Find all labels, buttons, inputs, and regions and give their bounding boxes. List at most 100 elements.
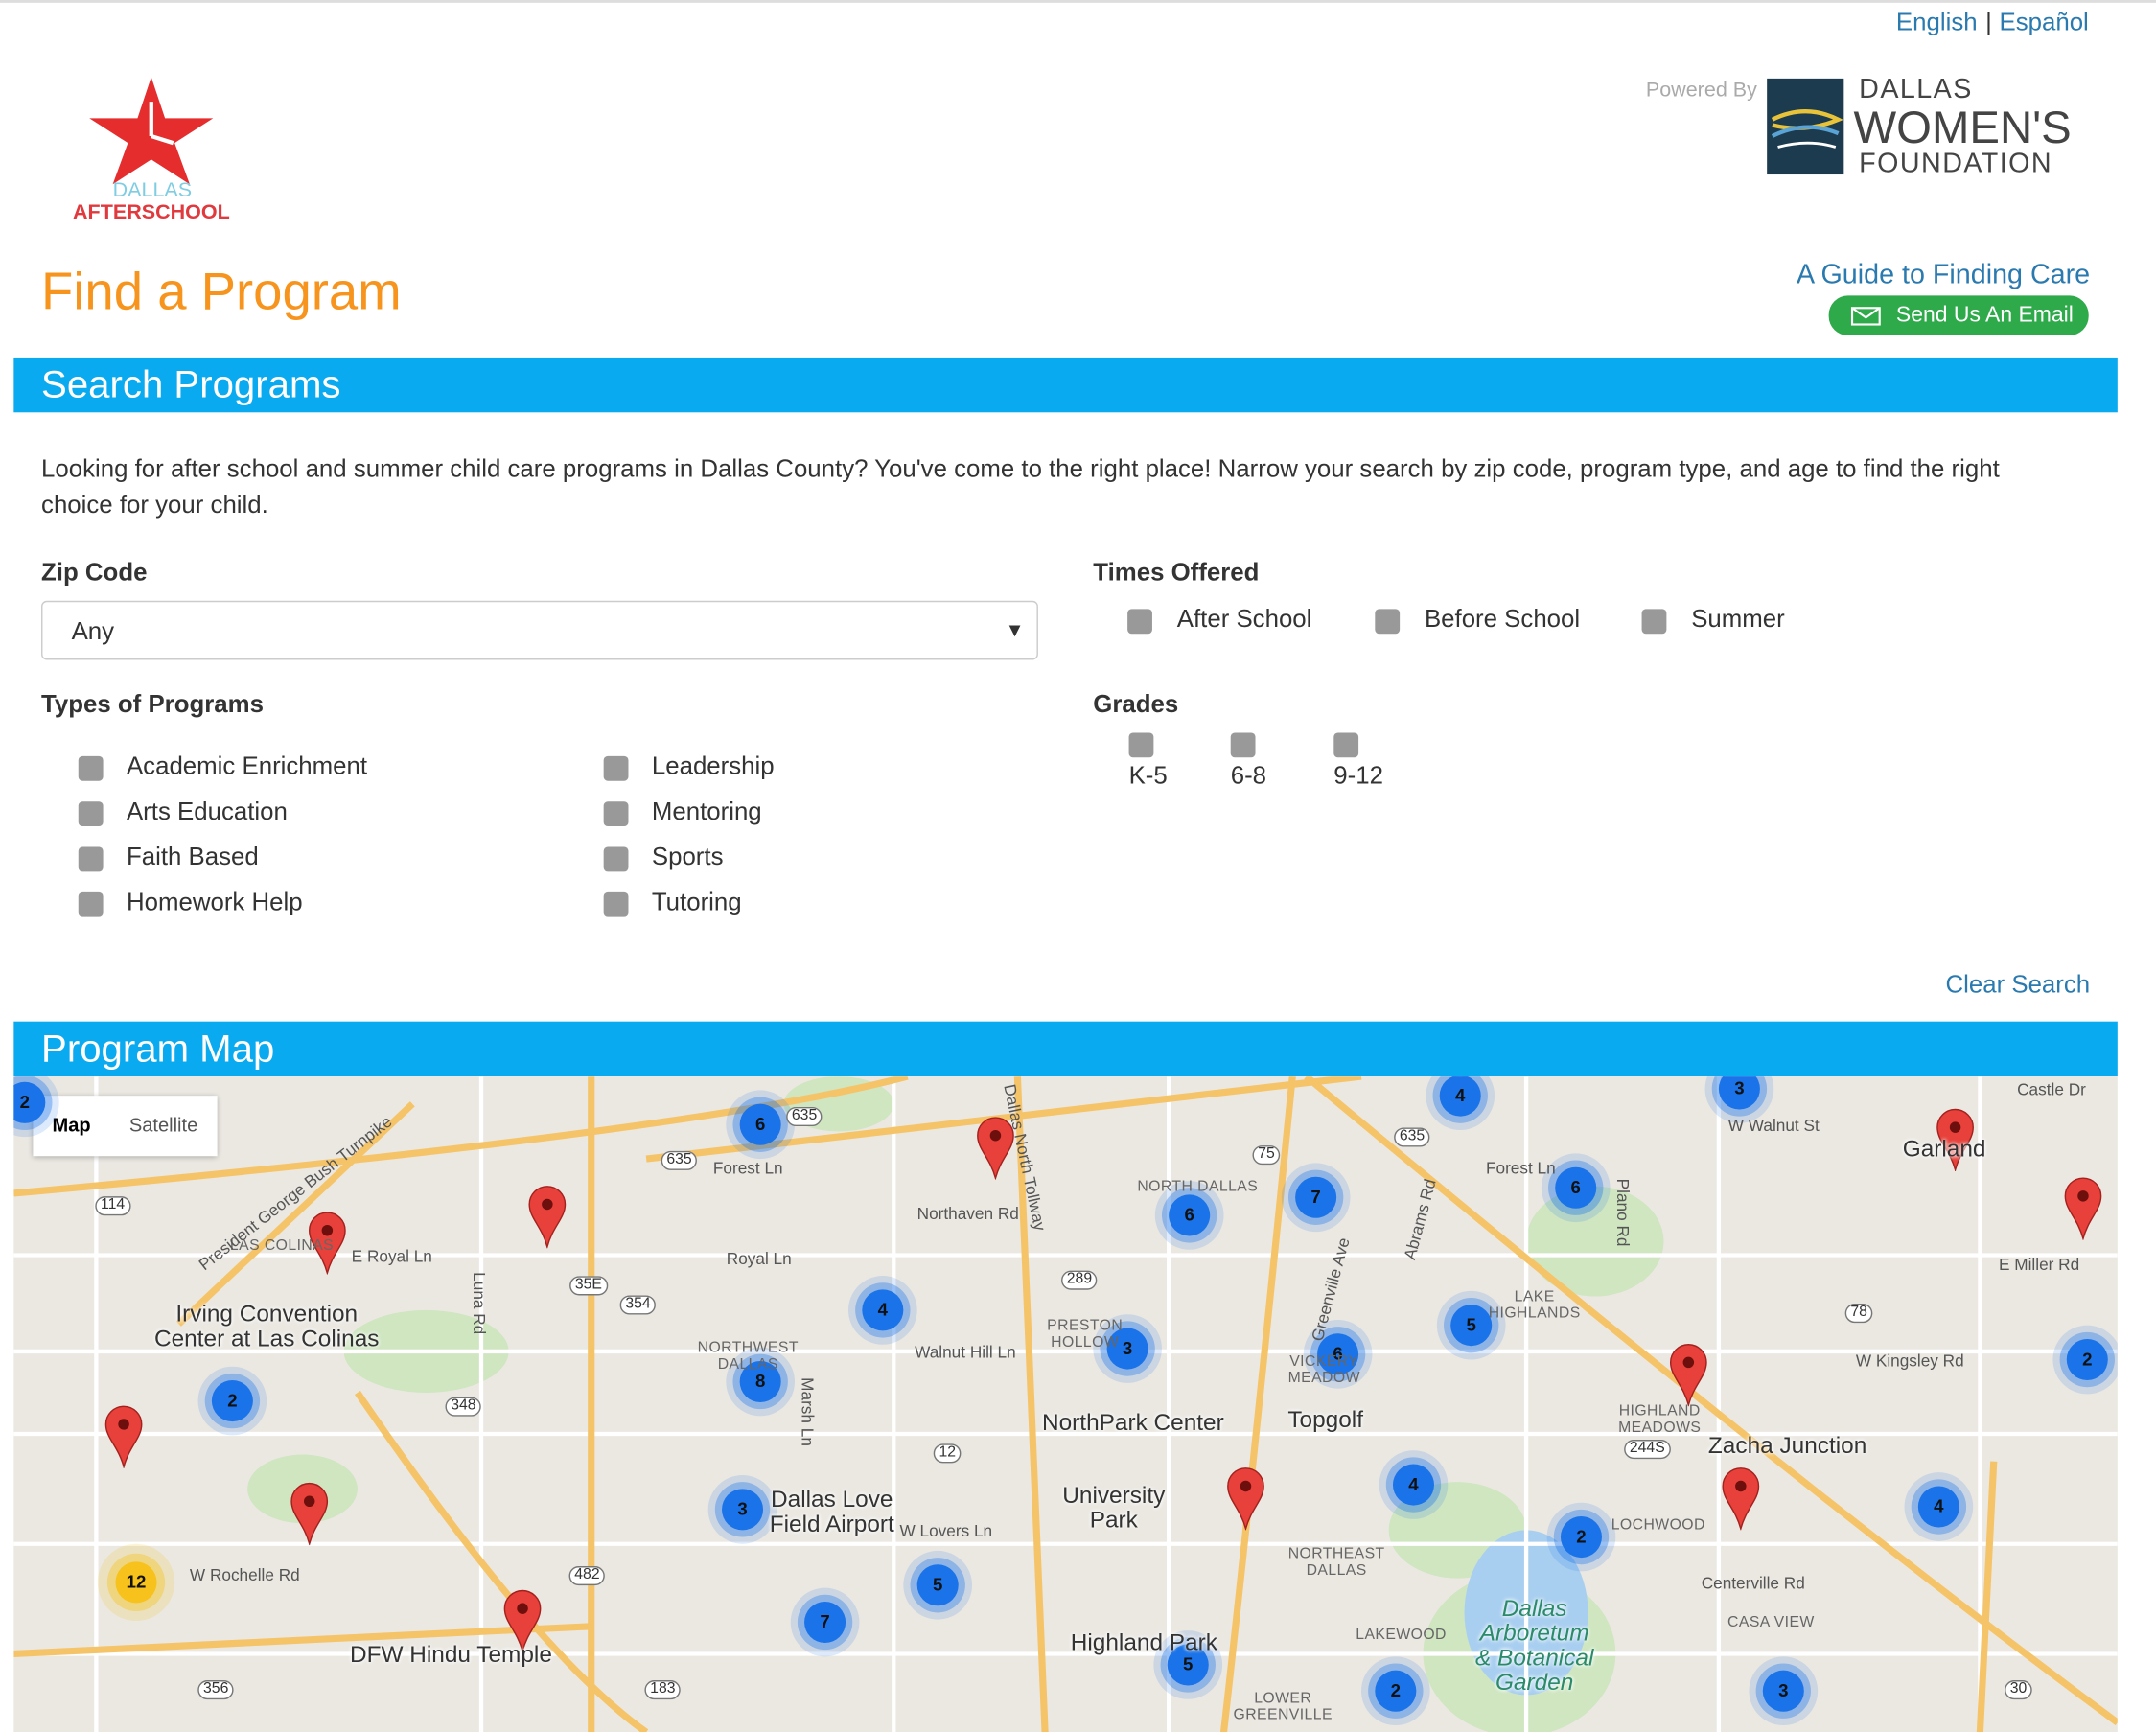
map-road: Marsh Ln — [798, 1377, 818, 1446]
map-road: E Miller Rd — [1998, 1255, 2080, 1275]
clear-search[interactable]: Clear Search — [1945, 970, 2091, 999]
type-checkbox[interactable] — [603, 846, 629, 872]
map-road: Castle Dr — [2017, 1079, 2086, 1100]
type-checkbox[interactable] — [603, 755, 629, 781]
type-option: Arts Education — [126, 797, 288, 825]
map-cluster[interactable]: 5 — [916, 1564, 959, 1606]
time-checkbox[interactable] — [1641, 609, 1667, 635]
map-road: E Royal Ln — [351, 1246, 432, 1266]
type-checkbox[interactable] — [78, 846, 104, 872]
powered-by: Powered By — [1645, 78, 1757, 103]
map-cluster[interactable]: 6 — [1555, 1166, 1597, 1209]
map-pin[interactable] — [503, 1589, 542, 1653]
map-cluster[interactable]: 12 — [115, 1561, 157, 1604]
map-cluster[interactable]: 3 — [1762, 1670, 1804, 1712]
map-pin[interactable] — [290, 1482, 329, 1546]
time-checkbox[interactable] — [1127, 609, 1152, 635]
map[interactable]: Map Satellite 6 4 3 6 7 6 4 5 3 6 2 2 8 4 3 2 4 5 7 5 2 3 12 2 I… — [13, 1076, 2118, 1732]
type-option: Leadership — [651, 751, 775, 780]
map-cluster[interactable]: 4 — [1392, 1464, 1434, 1506]
map-cluster[interactable]: 6 — [1317, 1333, 1359, 1375]
map-pin[interactable] — [2064, 1177, 2102, 1240]
map-road: Plano Rd — [1612, 1178, 1633, 1247]
partner-name-2: WOMEN'S — [1853, 102, 2072, 153]
logo-star — [89, 77, 214, 185]
map-cluster[interactable]: 4 — [1439, 1076, 1481, 1117]
map-cluster[interactable]: 6 — [739, 1103, 781, 1145]
grade-checkbox[interactable] — [1333, 732, 1359, 758]
grade-option: 9-12 — [1333, 761, 1383, 790]
map-shield: 75 — [1252, 1145, 1281, 1165]
map-cluster[interactable]: 7 — [804, 1601, 846, 1644]
grade-checkbox[interactable] — [1128, 732, 1154, 758]
grade-option: K-5 — [1128, 761, 1168, 790]
map-cluster[interactable]: 2 — [13, 1081, 46, 1123]
map-pin[interactable] — [1226, 1466, 1264, 1531]
map-cluster[interactable]: 3 — [1718, 1076, 1760, 1110]
map-road: W Lovers Ln — [899, 1521, 993, 1541]
time-option: Summer — [1691, 605, 1785, 633]
map-road: W Kingsley Rd — [1855, 1351, 1964, 1371]
time-option: Before School — [1424, 605, 1581, 633]
map-heading: Program Map — [13, 1021, 2118, 1077]
map-cluster[interactable]: 3 — [1106, 1328, 1148, 1370]
map-shield: 244S — [1624, 1440, 1671, 1459]
map-pin[interactable] — [308, 1212, 346, 1275]
page-title: Find a Program — [41, 264, 402, 322]
map-pin[interactable] — [1669, 1343, 1707, 1407]
map-road: Royal Ln — [726, 1249, 792, 1269]
map-cluster[interactable]: 6 — [1169, 1194, 1211, 1236]
partner-name-1: DALLAS — [1859, 74, 1973, 105]
map-place: Dallas Arboretum & Botanical Garden — [1475, 1595, 1594, 1696]
map-road: W Walnut St — [1727, 1116, 1820, 1136]
lang-spanish[interactable]: Español — [1999, 8, 2089, 36]
select-arrow: ▼ — [1005, 618, 1025, 641]
type-checkbox[interactable] — [78, 755, 104, 781]
map-pin[interactable] — [1936, 1108, 1975, 1172]
map-shield: 635 — [786, 1106, 823, 1126]
type-checkbox[interactable] — [78, 801, 104, 827]
grade-checkbox[interactable] — [1230, 732, 1256, 758]
map-district: LAKE HIGHLANDS — [1488, 1288, 1581, 1322]
map-cluster[interactable]: 4 — [862, 1289, 904, 1331]
map-cluster[interactable]: 5 — [1167, 1644, 1209, 1686]
map-cluster[interactable]: 2 — [211, 1380, 253, 1422]
map-pin[interactable] — [976, 1117, 1014, 1180]
email-button-text: Send Us An Email — [1895, 303, 2074, 328]
map-cluster[interactable]: 2 — [1560, 1516, 1602, 1559]
email-button[interactable]: Send Us An Email — [1828, 295, 2089, 335]
type-checkbox[interactable] — [603, 891, 629, 917]
map-shield: 348 — [445, 1397, 482, 1417]
map-pin[interactable] — [104, 1405, 143, 1468]
map-place: Irving Convention Center at Las Colinas — [154, 1301, 380, 1351]
map-shield: 30 — [2005, 1680, 2033, 1699]
map-cluster[interactable]: 5 — [1450, 1305, 1493, 1347]
type-checkbox[interactable] — [78, 891, 104, 917]
zip-select[interactable]: Any ▼ — [41, 600, 1038, 660]
map-pin[interactable] — [528, 1185, 567, 1249]
map-cluster[interactable]: 7 — [1295, 1176, 1337, 1218]
map-shield: 183 — [644, 1680, 682, 1699]
map-cluster[interactable]: 2 — [2066, 1339, 2108, 1381]
partner-name-3: FOUNDATION — [1859, 148, 2053, 179]
types-label: Types of Programs — [41, 690, 264, 718]
map-cluster[interactable]: 8 — [739, 1360, 781, 1402]
map-place: Zacha Junction — [1707, 1432, 1867, 1459]
map-road: W Rochelle Rd — [189, 1565, 300, 1585]
map-district: NORTHEAST DALLAS — [1287, 1545, 1385, 1579]
grade-option: 6-8 — [1230, 761, 1267, 790]
map-control-map[interactable]: Map — [52, 1113, 91, 1136]
map-cluster[interactable]: 3 — [722, 1489, 764, 1531]
time-checkbox[interactable] — [1375, 609, 1401, 635]
map-pin[interactable] — [1722, 1466, 1760, 1531]
map-cluster[interactable]: 2 — [1375, 1670, 1417, 1712]
map-district: NORTH DALLAS — [1137, 1178, 1259, 1195]
lang-english[interactable]: English — [1895, 8, 1978, 36]
map-district: LAS COLINAS — [229, 1237, 335, 1255]
map-cluster[interactable]: 4 — [1917, 1486, 1959, 1528]
map-place: University Park — [1062, 1482, 1166, 1534]
map-control-satellite[interactable]: Satellite — [128, 1113, 198, 1136]
type-checkbox[interactable] — [603, 801, 629, 827]
guide-link[interactable]: A Guide to Finding Care — [1796, 260, 2091, 290]
map-shield: 114 — [95, 1196, 130, 1215]
